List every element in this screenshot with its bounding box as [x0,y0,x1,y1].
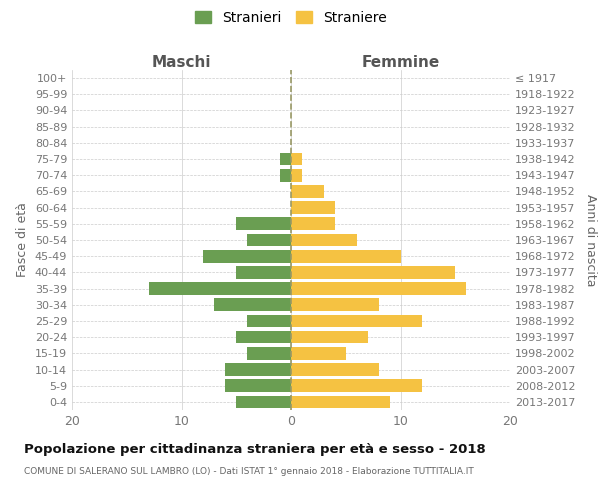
Bar [291,169,302,181]
Bar [291,298,379,311]
Bar [226,363,291,376]
Bar [236,266,291,278]
Bar [291,282,466,295]
Bar [291,152,302,166]
Bar [291,347,346,360]
Y-axis label: Fasce di età: Fasce di età [16,202,29,278]
Text: Femmine: Femmine [361,55,440,70]
Bar [236,331,291,344]
Bar [291,218,335,230]
Bar [149,282,291,295]
Bar [291,266,455,278]
Bar [226,380,291,392]
Bar [280,152,291,166]
Bar [280,169,291,181]
Bar [291,234,357,246]
Bar [291,363,379,376]
Y-axis label: Anni di nascita: Anni di nascita [584,194,597,286]
Bar [214,298,291,311]
Bar [247,314,291,328]
Text: COMUNE DI SALERANO SUL LAMBRO (LO) - Dati ISTAT 1° gennaio 2018 - Elaborazione T: COMUNE DI SALERANO SUL LAMBRO (LO) - Dat… [24,468,474,476]
Text: Maschi: Maschi [152,55,211,70]
Bar [291,380,422,392]
Bar [291,314,422,328]
Bar [203,250,291,262]
Bar [247,347,291,360]
Bar [236,218,291,230]
Legend: Stranieri, Straniere: Stranieri, Straniere [189,5,393,30]
Text: Popolazione per cittadinanza straniera per età e sesso - 2018: Popolazione per cittadinanza straniera p… [24,442,486,456]
Bar [291,202,335,214]
Bar [291,331,368,344]
Bar [291,185,324,198]
Bar [247,234,291,246]
Bar [291,250,401,262]
Bar [236,396,291,408]
Bar [291,396,389,408]
